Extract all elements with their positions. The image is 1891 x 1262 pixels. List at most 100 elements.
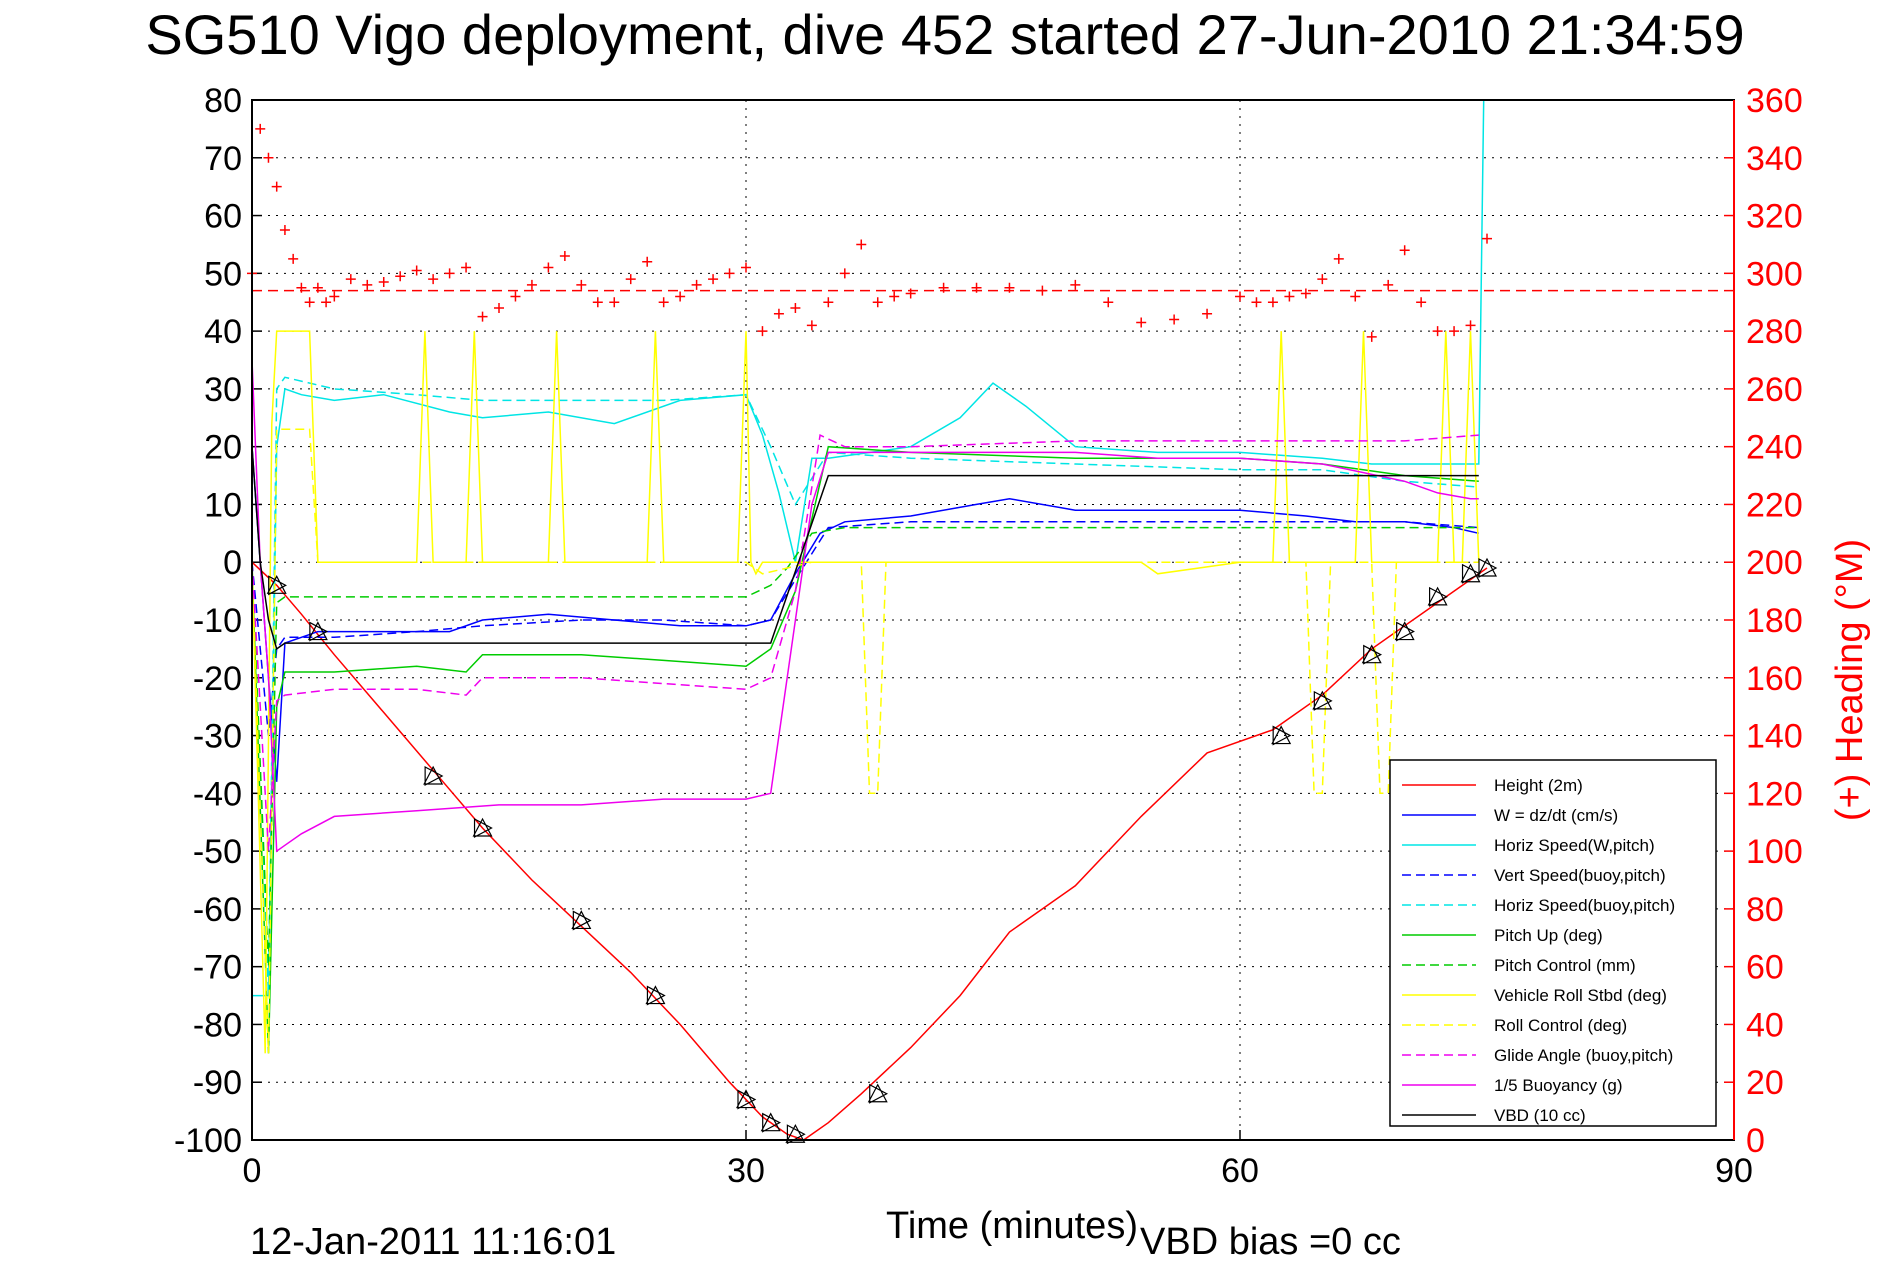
heading-point <box>1432 326 1443 337</box>
heading-point <box>1399 245 1410 256</box>
y-tick-label: -10 <box>193 602 242 640</box>
sample-marker <box>1477 557 1498 578</box>
heading-point <box>444 268 455 279</box>
heading-point <box>757 326 768 337</box>
heading-point <box>378 277 389 287</box>
heading-point <box>658 297 669 308</box>
y-tick-label: -100 <box>174 1122 242 1160</box>
heading-point <box>543 262 554 273</box>
sample-marker <box>571 910 592 931</box>
heading-point <box>724 268 735 279</box>
legend-entry: VBD (10 cc) <box>1402 1106 1586 1125</box>
x-tick-label: 0 <box>243 1152 262 1190</box>
x-tick-label: 90 <box>1715 1152 1753 1190</box>
heading-point <box>1465 320 1476 331</box>
sample-marker <box>423 765 444 786</box>
heading-point <box>255 123 266 134</box>
legend-entry: Horiz Speed(W,pitch) <box>1402 836 1655 855</box>
sample-marker <box>1460 563 1481 584</box>
sample-markers <box>266 557 1498 1145</box>
heading-point <box>576 279 587 290</box>
y2-tick-label: 200 <box>1746 544 1803 582</box>
heading-point <box>1482 233 1492 244</box>
legend-label: Pitch Up (deg) <box>1494 926 1603 945</box>
heading-point <box>625 274 636 285</box>
y-axis-left-ticks: 80 70 60 50 40 30 20 10 0 -10 -20 -30 -40 -50 -60 -70 -8… <box>174 82 262 1160</box>
series-heading <box>247 123 1492 342</box>
sample-marker <box>645 985 666 1006</box>
heading-point <box>1103 297 1114 308</box>
heading-point <box>741 262 751 273</box>
heading-point <box>559 251 570 261</box>
heading-point <box>362 279 373 290</box>
heading-point <box>395 271 406 282</box>
heading-point <box>1037 285 1048 296</box>
sample-marker <box>1427 586 1448 607</box>
legend-label: Vert Speed(buoy,pitch) <box>1494 866 1666 885</box>
sample-marker <box>472 817 493 838</box>
series-pitch-up-deg <box>251 445 1479 1054</box>
y2-tick-label: 280 <box>1746 313 1803 351</box>
y2-tick-label: 60 <box>1746 949 1784 987</box>
heading-point <box>872 297 883 308</box>
heading-point <box>1317 274 1328 285</box>
legend-label: Vehicle Roll Stbd (deg) <box>1494 986 1667 1005</box>
legend-label: Horiz Speed(buoy,pitch) <box>1494 896 1675 915</box>
legend-entry: W = dz/dt (cm/s) <box>1402 806 1618 825</box>
y-tick-label: 40 <box>204 313 242 351</box>
y-axis-right-ticks: 3603403203002802602402202001801601401201… <box>1724 82 1803 1160</box>
legend-label: Height (2m) <box>1494 776 1583 795</box>
y-tick-label: -90 <box>193 1064 242 1102</box>
x-axis-ticks: 0 30 60 90 <box>243 1130 1753 1190</box>
legend-label: Glide Angle (buoy,pitch) <box>1494 1046 1673 1065</box>
heading-point <box>288 253 299 264</box>
heading-point <box>592 297 603 308</box>
y2-tick-label: 140 <box>1746 718 1803 756</box>
y2-tick-label: 40 <box>1746 1006 1784 1044</box>
y2-tick-label: 220 <box>1746 486 1803 524</box>
heading-point <box>839 268 850 279</box>
heading-point <box>1366 331 1377 342</box>
legend-entry: 1/5 Buoyancy (g) <box>1402 1076 1623 1095</box>
heading-point <box>494 303 504 313</box>
heading-point <box>708 274 719 285</box>
y-tick-label: 80 <box>204 82 242 120</box>
y-tick-label: -50 <box>193 833 242 871</box>
heading-point <box>526 279 537 290</box>
y2-tick-label: 240 <box>1746 429 1803 467</box>
heading-point <box>1449 326 1460 337</box>
heading-point <box>1251 297 1262 308</box>
heading-point <box>1004 282 1015 293</box>
x-tick-label: 60 <box>1221 1152 1259 1190</box>
y-tick-label: -30 <box>193 718 242 756</box>
heading-point <box>609 297 620 308</box>
legend-label: W = dz/dt (cm/s) <box>1494 806 1618 825</box>
heading-point <box>1070 279 1081 290</box>
y-tick-label: -70 <box>193 949 242 987</box>
legend-label: 1/5 Buoyancy (g) <box>1494 1076 1623 1095</box>
legend-label: Pitch Control (mm) <box>1494 956 1636 975</box>
y-tick-label: -40 <box>193 775 242 813</box>
series-1-5-buoyancy-g <box>251 359 1479 853</box>
sample-marker <box>266 575 287 596</box>
y2-tick-label: 20 <box>1746 1064 1784 1102</box>
y-tick-label: 20 <box>204 429 242 467</box>
heading-point <box>971 282 982 293</box>
y2-tick-label: 160 <box>1746 660 1803 698</box>
y2-tick-label: 100 <box>1746 833 1803 871</box>
legend-entry: Pitch Up (deg) <box>1402 926 1603 945</box>
heading-point <box>642 256 653 267</box>
legend-box <box>1389 759 1717 1127</box>
legend-entry: Glide Angle (buoy,pitch) <box>1402 1046 1673 1065</box>
y2-tick-label: 180 <box>1746 602 1803 640</box>
grid <box>252 100 1734 1140</box>
heading-point <box>1235 291 1245 302</box>
heading-point <box>675 291 686 302</box>
heading-point <box>411 265 422 276</box>
x-tick-label: 30 <box>727 1152 765 1190</box>
heading-point <box>296 282 307 293</box>
y-tick-label: 50 <box>204 255 242 293</box>
y-tick-label: -20 <box>193 660 242 698</box>
y-tick-label: -60 <box>193 891 242 929</box>
heading-point <box>856 239 867 250</box>
